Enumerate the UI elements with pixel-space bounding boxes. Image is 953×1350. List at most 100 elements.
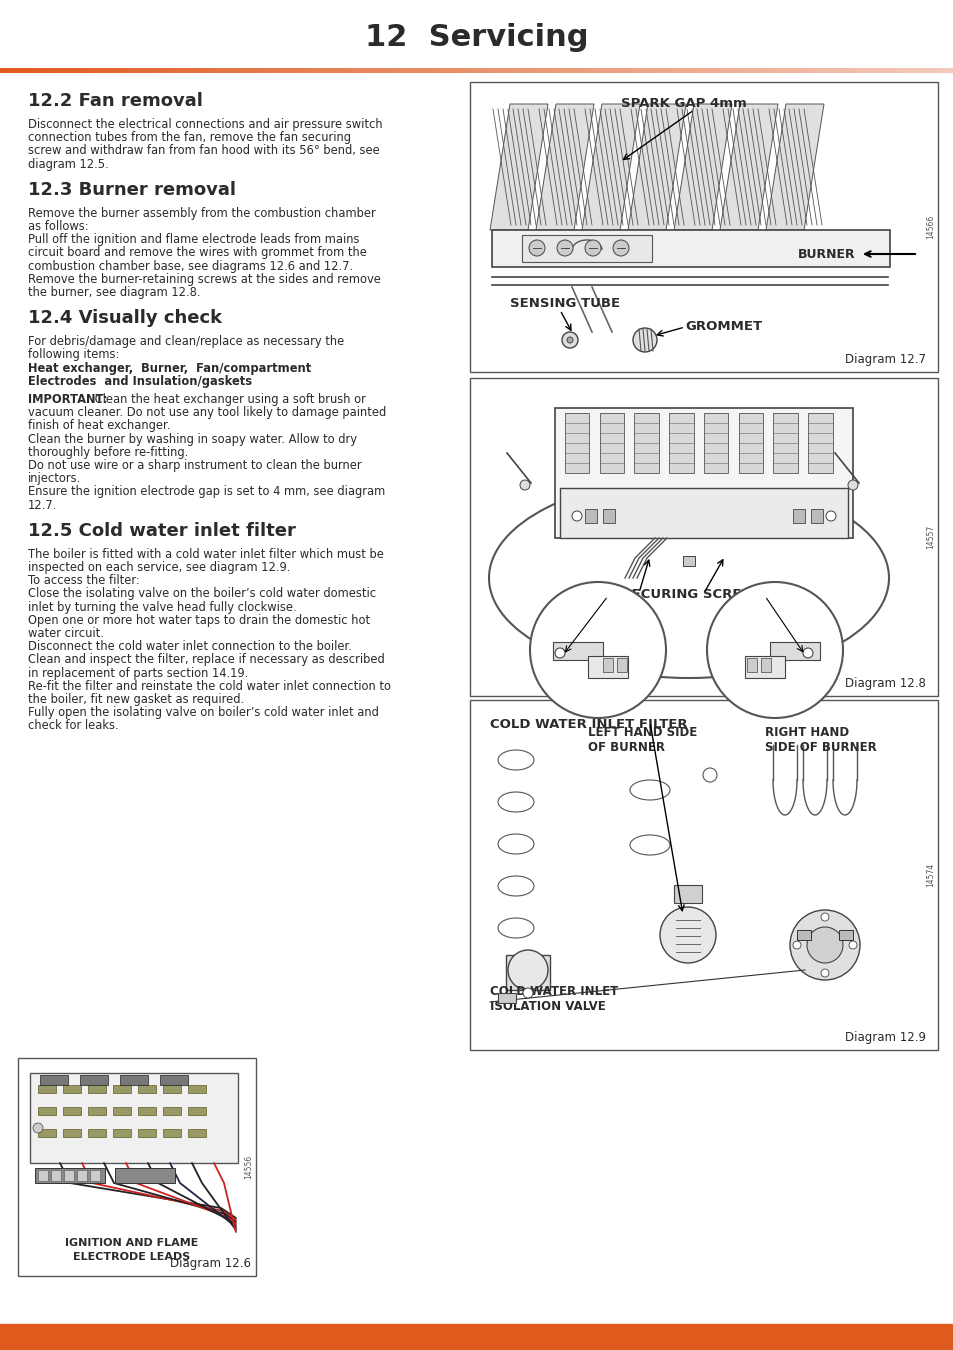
Circle shape	[802, 648, 812, 657]
Bar	[745, 68, 746, 73]
Bar	[361, 68, 363, 73]
Bar	[256, 68, 257, 73]
Bar	[15, 68, 16, 73]
Bar	[542, 68, 543, 73]
Bar	[891, 68, 892, 73]
Bar	[852, 68, 853, 73]
Bar	[305, 68, 306, 73]
Bar	[811, 68, 812, 73]
Bar	[617, 657, 626, 672]
Bar	[566, 68, 567, 73]
Bar	[950, 68, 951, 73]
Bar	[55, 68, 56, 73]
Bar	[927, 68, 928, 73]
Bar	[522, 68, 523, 73]
Bar	[604, 68, 605, 73]
Bar	[428, 68, 429, 73]
Text: the burner, see diagram 12.8.: the burner, see diagram 12.8.	[28, 286, 200, 298]
Bar	[622, 68, 623, 73]
Text: Diagram 12.6: Diagram 12.6	[170, 1257, 251, 1270]
Text: GROMMET: GROMMET	[684, 320, 761, 333]
Text: Pull off the ignition and flame electrode leads from mains: Pull off the ignition and flame electrod…	[28, 234, 359, 246]
Bar	[149, 68, 150, 73]
Bar	[826, 68, 827, 73]
Bar	[879, 68, 880, 73]
Bar	[669, 68, 670, 73]
Bar	[873, 68, 874, 73]
Bar	[850, 68, 851, 73]
Bar	[97, 68, 98, 73]
Text: screw and withdraw fan from fan hood with its 56° bend, see: screw and withdraw fan from fan hood wit…	[28, 144, 379, 158]
Bar	[47, 68, 48, 73]
Bar	[326, 68, 327, 73]
Bar	[824, 68, 825, 73]
Bar	[267, 68, 268, 73]
Bar	[352, 68, 353, 73]
Bar	[656, 68, 657, 73]
Bar	[215, 68, 216, 73]
Bar	[387, 68, 388, 73]
Bar	[411, 68, 412, 73]
Bar	[165, 68, 166, 73]
Bar	[928, 68, 929, 73]
Bar	[283, 68, 284, 73]
Bar	[691, 68, 692, 73]
Bar	[726, 68, 727, 73]
Bar	[467, 68, 468, 73]
Bar	[112, 68, 113, 73]
Bar	[489, 68, 490, 73]
Bar	[453, 68, 454, 73]
Circle shape	[529, 240, 544, 256]
Bar	[719, 68, 720, 73]
Bar	[127, 68, 128, 73]
Bar	[539, 68, 540, 73]
Bar	[789, 68, 790, 73]
Bar	[651, 68, 652, 73]
Bar	[840, 68, 841, 73]
Bar	[333, 68, 334, 73]
Bar	[208, 68, 209, 73]
Bar	[444, 68, 446, 73]
Text: vacuum cleaner. Do not use any tool likely to damage painted: vacuum cleaner. Do not use any tool like…	[28, 406, 386, 420]
Bar	[634, 413, 659, 472]
Bar	[26, 68, 27, 73]
Bar	[301, 68, 302, 73]
Polygon shape	[720, 104, 778, 230]
Bar	[688, 68, 689, 73]
Bar	[7, 68, 8, 73]
Bar	[843, 68, 844, 73]
Bar	[170, 68, 171, 73]
Bar	[431, 68, 432, 73]
Bar	[141, 68, 142, 73]
Text: RIGHT HAND
SIDE OF BURNER: RIGHT HAND SIDE OF BURNER	[764, 726, 876, 755]
Bar	[885, 68, 886, 73]
Bar	[324, 68, 325, 73]
Circle shape	[821, 913, 828, 921]
Bar	[773, 413, 797, 472]
Bar	[942, 68, 943, 73]
Text: IGNITION AND FLAME: IGNITION AND FLAME	[65, 1238, 198, 1247]
Bar	[895, 68, 896, 73]
Bar	[589, 68, 590, 73]
Bar	[616, 68, 617, 73]
Bar	[577, 68, 578, 73]
Text: Do not use wire or a sharp instrument to clean the burner: Do not use wire or a sharp instrument to…	[28, 459, 361, 472]
Bar	[817, 68, 818, 73]
Bar	[143, 68, 144, 73]
Bar	[417, 68, 418, 73]
Bar	[196, 68, 198, 73]
Bar	[690, 68, 691, 73]
Bar	[167, 68, 168, 73]
Bar	[107, 68, 108, 73]
Bar	[142, 68, 143, 73]
Bar	[476, 68, 477, 73]
Bar	[641, 68, 642, 73]
Bar	[226, 68, 227, 73]
Bar	[646, 68, 647, 73]
Bar	[571, 68, 572, 73]
Bar	[527, 68, 529, 73]
Bar	[718, 68, 719, 73]
Bar	[231, 68, 232, 73]
Bar	[57, 68, 58, 73]
Bar	[637, 68, 638, 73]
